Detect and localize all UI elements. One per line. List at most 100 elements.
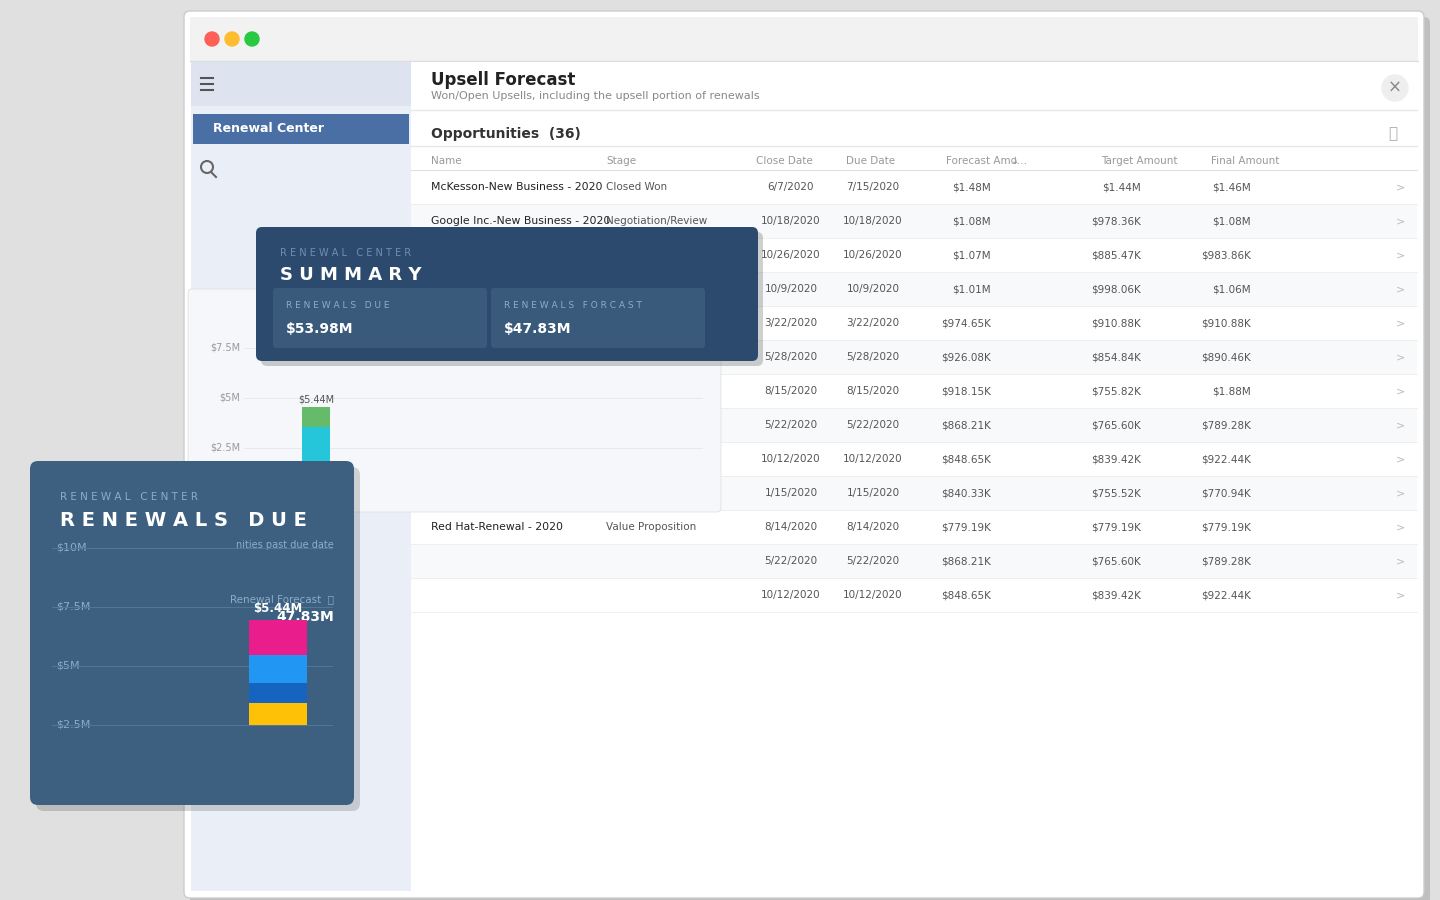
Text: $868.21K: $868.21K [942, 556, 991, 566]
Text: 47.83M: 47.83M [644, 324, 703, 338]
Text: 5/28/2020: 5/28/2020 [847, 352, 900, 362]
Text: $998.06K: $998.06K [1092, 284, 1140, 294]
Text: ↓: ↓ [1011, 156, 1020, 166]
Text: $922.44K: $922.44K [1201, 590, 1251, 600]
Text: 10/9/2020: 10/9/2020 [847, 284, 900, 294]
Text: Name: Name [431, 156, 462, 166]
Text: 5/22/2020: 5/22/2020 [765, 420, 818, 430]
Text: 3/22/2020: 3/22/2020 [847, 318, 900, 328]
Text: $5M: $5M [219, 393, 240, 403]
Text: $755.52K: $755.52K [1092, 488, 1140, 498]
Bar [410, 62, 1417, 891]
Text: $926.08K: $926.08K [942, 352, 991, 362]
Circle shape [225, 32, 239, 46]
Text: 7/15/2020: 7/15/2020 [847, 182, 900, 192]
Text: $1.08M: $1.08M [952, 216, 991, 226]
Text: $53.98M: $53.98M [287, 322, 353, 336]
Text: Forecast Amo...: Forecast Amo... [946, 156, 1027, 166]
Text: $840.33K: $840.33K [942, 488, 991, 498]
Text: 5/28/2020: 5/28/2020 [765, 352, 818, 362]
Text: Value Proposition: Value Proposition [606, 250, 697, 260]
Text: Negotiation/Review: Negotiation/Review [606, 420, 707, 430]
Text: Needs Analysis: Needs Analysis [606, 284, 685, 294]
Text: R E N E W A L S   D U E: R E N E W A L S D U E [60, 511, 307, 530]
Text: $779.19K: $779.19K [942, 522, 991, 532]
Text: $789.28K: $789.28K [1201, 420, 1251, 430]
Text: Telefonica-New Business - 2020: Telefonica-New Business - 2020 [431, 454, 603, 464]
Text: Facebook-New Business - 2020: Facebook-New Business - 2020 [431, 488, 600, 498]
Text: $1.46M: $1.46M [1212, 182, 1251, 192]
Text: 3/22/2020: 3/22/2020 [765, 318, 818, 328]
FancyBboxPatch shape [274, 288, 487, 348]
Bar [190, 17, 1418, 61]
Text: $1.01M: $1.01M [952, 284, 991, 294]
Text: Nest Labs-New Business - 2020: Nest Labs-New Business - 2020 [431, 420, 602, 430]
Text: Closed Won: Closed Won [606, 488, 667, 498]
Text: Needs Analysis: Needs Analysis [606, 352, 685, 362]
Text: Ren...: Ren... [207, 492, 235, 502]
Text: >: > [1395, 250, 1405, 260]
Text: Upsell Forecast: Upsell Forecast [431, 71, 576, 89]
Text: $839.42K: $839.42K [1092, 590, 1140, 600]
Text: 8/14/2020: 8/14/2020 [847, 522, 900, 532]
Text: $755.82K: $755.82K [1092, 386, 1140, 396]
Text: 10/26/2020: 10/26/2020 [762, 250, 821, 260]
Text: $1.48M: $1.48M [952, 182, 991, 192]
Text: >: > [1395, 522, 1405, 532]
Text: $1.88M: $1.88M [1212, 386, 1251, 396]
Text: >: > [1395, 318, 1405, 328]
Text: $5.44M: $5.44M [298, 394, 334, 404]
Bar [302, 427, 330, 462]
FancyBboxPatch shape [491, 288, 706, 348]
Bar [410, 476, 1417, 510]
Text: S U M M A R Y: S U M M A R Y [279, 266, 422, 284]
Text: Opportunities  (36): Opportunities (36) [431, 127, 580, 141]
Text: $854.84K: $854.84K [1092, 352, 1140, 362]
FancyBboxPatch shape [256, 227, 757, 361]
Bar [410, 204, 1417, 238]
Text: $868.21K: $868.21K [942, 420, 991, 430]
Text: >: > [1395, 216, 1405, 226]
Text: ×: × [1388, 79, 1403, 97]
Text: 5/22/2020: 5/22/2020 [847, 556, 900, 566]
Text: >: > [1395, 454, 1405, 464]
Text: 10/12/2020: 10/12/2020 [762, 454, 821, 464]
Circle shape [245, 32, 259, 46]
Text: $789.28K: $789.28K [1201, 556, 1251, 566]
Text: 1/15/2020: 1/15/2020 [847, 488, 900, 498]
Text: ⧉: ⧉ [1388, 127, 1397, 141]
Bar [249, 683, 307, 703]
FancyBboxPatch shape [184, 11, 1424, 898]
Text: 8/15/2020: 8/15/2020 [765, 386, 818, 396]
Text: 47.83M: 47.83M [276, 610, 334, 624]
Text: Final Amount: Final Amount [1211, 156, 1279, 166]
Text: Renewal Center: Renewal Center [213, 122, 324, 136]
Text: $10M: $10M [56, 543, 86, 553]
Bar [410, 340, 1417, 374]
Text: $1.44M: $1.44M [1102, 182, 1140, 192]
Bar [410, 442, 1417, 476]
Text: $848.65K: $848.65K [942, 454, 991, 464]
Text: $1.08M: $1.08M [1212, 216, 1251, 226]
FancyBboxPatch shape [189, 289, 721, 512]
Text: >: > [1395, 284, 1405, 294]
Bar [249, 655, 307, 683]
Text: 10/12/2020: 10/12/2020 [762, 590, 821, 600]
Text: $5.44M: $5.44M [253, 602, 302, 615]
Bar [410, 238, 1417, 272]
Text: $7.5M: $7.5M [210, 343, 240, 353]
Text: $839.42K: $839.42K [1092, 454, 1140, 464]
Bar [410, 408, 1417, 442]
Text: $885.47K: $885.47K [1092, 250, 1140, 260]
Bar [410, 170, 1417, 204]
Bar [302, 407, 330, 427]
Text: >: > [1395, 590, 1405, 600]
Text: Negotiation/Review: Negotiation/Review [606, 216, 707, 226]
Bar [410, 374, 1417, 408]
Text: 10/26/2020: 10/26/2020 [844, 250, 903, 260]
Bar [410, 272, 1417, 306]
Text: $779.19K: $779.19K [1092, 522, 1140, 532]
Text: $2.5M: $2.5M [210, 443, 240, 453]
Text: Stage: Stage [606, 156, 636, 166]
Bar [410, 306, 1417, 340]
